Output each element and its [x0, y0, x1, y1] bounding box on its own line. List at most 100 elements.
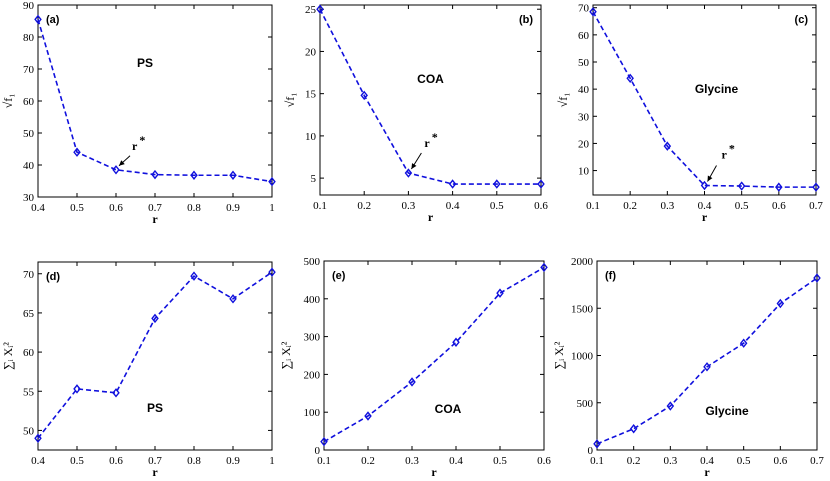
- y-tick-label: 60: [578, 30, 590, 42]
- y-tick-label: 60: [23, 96, 35, 108]
- data-point: [364, 411, 372, 421]
- x-tick-label: 0.9: [226, 455, 240, 467]
- data-point: [316, 4, 324, 14]
- y-tick-label: 0: [315, 445, 321, 457]
- data-point: [112, 388, 120, 398]
- x-tick-label: 0.5: [70, 455, 84, 467]
- plot-frame: [319, 4, 542, 196]
- data-point: [493, 179, 501, 189]
- annotation-arrowhead: [707, 175, 713, 182]
- series-line: [319, 8, 541, 185]
- data-point: [448, 179, 457, 189]
- y-tick-label: 50: [23, 128, 35, 140]
- panel-e: 0.1 0.2 0.3 0.4 0.5 0.6 0 100 200 300 400 500 r ∑ᵢ Xᵢ…: [279, 256, 551, 479]
- series-line: [37, 271, 273, 439]
- panel-c: 0.1 0.2 0.3 0.4 0.5 0.6 0.7 10 20 30 40 50 60 70 r √f₁ (…: [556, 3, 823, 224]
- data-point: [112, 165, 120, 175]
- x-tick-label: 0.7: [810, 455, 824, 467]
- data-point: [537, 179, 545, 189]
- y-tick-label: 70: [23, 64, 35, 76]
- data-point: [268, 176, 276, 187]
- y-axis-label: ∑ᵢ Xᵢ²: [552, 341, 566, 369]
- plot-frame: [37, 261, 273, 451]
- x-tick-label: 0.4: [31, 202, 45, 214]
- dataset-label: COA: [417, 72, 444, 86]
- x-tick-label: 0.7: [148, 202, 162, 214]
- data-point: [496, 288, 504, 298]
- dataset-label: Glycine: [695, 82, 739, 96]
- y-tick-label: 65: [23, 308, 35, 320]
- x-axis-label: r: [702, 210, 708, 224]
- data-point: [190, 271, 198, 281]
- annotation-r-star: r *: [424, 130, 437, 150]
- data-point: [629, 424, 638, 434]
- x-tick-label: 0.4: [446, 200, 460, 212]
- plot-frame: [596, 260, 818, 451]
- series-line: [592, 11, 816, 188]
- y-axis-label: √f₁: [556, 93, 570, 108]
- data-point: [776, 298, 785, 309]
- x-tick-label: 0.3: [660, 200, 674, 212]
- data-point: [151, 313, 159, 324]
- x-tick-label: 0.5: [735, 200, 749, 212]
- panel-label: (c): [795, 14, 809, 26]
- plot-frame: [592, 4, 817, 196]
- x-tick-label: 0.1: [590, 455, 604, 467]
- series-line: [323, 266, 545, 443]
- x-tick-label: 0.1: [313, 200, 327, 212]
- x-tick-label: 0.4: [449, 455, 463, 467]
- data-point: [540, 262, 548, 273]
- y-tick-label: 15: [305, 89, 317, 101]
- x-axis-label: r: [152, 212, 158, 226]
- x-tick-label: 0.4: [700, 455, 714, 467]
- x-tick-label: 0.2: [361, 455, 375, 467]
- x-tick-label: 0.6: [537, 455, 551, 467]
- x-tick-label: 0.6: [534, 200, 548, 212]
- y-tick-label: 30: [23, 192, 35, 204]
- data-point: [626, 73, 634, 84]
- y-tick-label: 1000: [571, 351, 594, 363]
- y-tick-label: 90: [23, 0, 35, 12]
- x-tick-label: 0.6: [773, 455, 787, 467]
- x-tick-label: 0.6: [109, 455, 123, 467]
- data-point: [452, 337, 460, 347]
- data-point: [73, 384, 81, 394]
- data-point: [34, 14, 42, 25]
- x-tick-label: 0.6: [109, 202, 123, 214]
- data-point: [700, 180, 709, 191]
- x-tick-label: 0.9: [226, 202, 240, 214]
- data-point: [593, 439, 601, 449]
- data-point: [737, 181, 746, 191]
- data-point: [229, 170, 237, 180]
- data-point: [360, 90, 368, 101]
- x-tick-label: 0.3: [402, 200, 416, 212]
- x-tick-label: 0.7: [809, 200, 823, 212]
- y-tick-label: 200: [304, 369, 321, 381]
- dataset-label: COA: [435, 402, 462, 416]
- y-tick-label: 500: [577, 398, 594, 410]
- y-tick-label: 50: [578, 57, 590, 69]
- annotation-r-star: r *: [722, 142, 735, 162]
- x-tick-label: 0.1: [586, 200, 600, 212]
- panel-label: (d): [46, 271, 60, 283]
- y-tick-label: 40: [578, 84, 590, 96]
- x-tick-label: 0.2: [623, 200, 637, 212]
- y-tick-label: 30: [578, 111, 590, 123]
- x-axis-label: r: [431, 465, 437, 479]
- y-tick-label: 20: [578, 138, 590, 150]
- dataset-label: PS: [147, 401, 163, 415]
- panel-a: 0.4 0.5 0.6 0.7 0.8 0.9 1 30 40 50 60 70 80 90 r √f₁ (a)…: [1, 0, 276, 226]
- data-point: [589, 7, 597, 17]
- y-tick-label: 0: [588, 445, 594, 457]
- y-tick-label: 50: [23, 425, 35, 437]
- x-tick-label: 0.4: [698, 200, 712, 212]
- plot-frame: [37, 4, 273, 198]
- x-tick-label: 0.4: [31, 455, 45, 467]
- x-tick-label: 0.8: [187, 455, 201, 467]
- data-point: [813, 273, 821, 283]
- y-tick-label: 5: [311, 173, 317, 185]
- y-tick-label: 20: [305, 46, 317, 58]
- y-tick-label: 500: [304, 256, 321, 268]
- y-tick-label: 2000: [571, 256, 594, 268]
